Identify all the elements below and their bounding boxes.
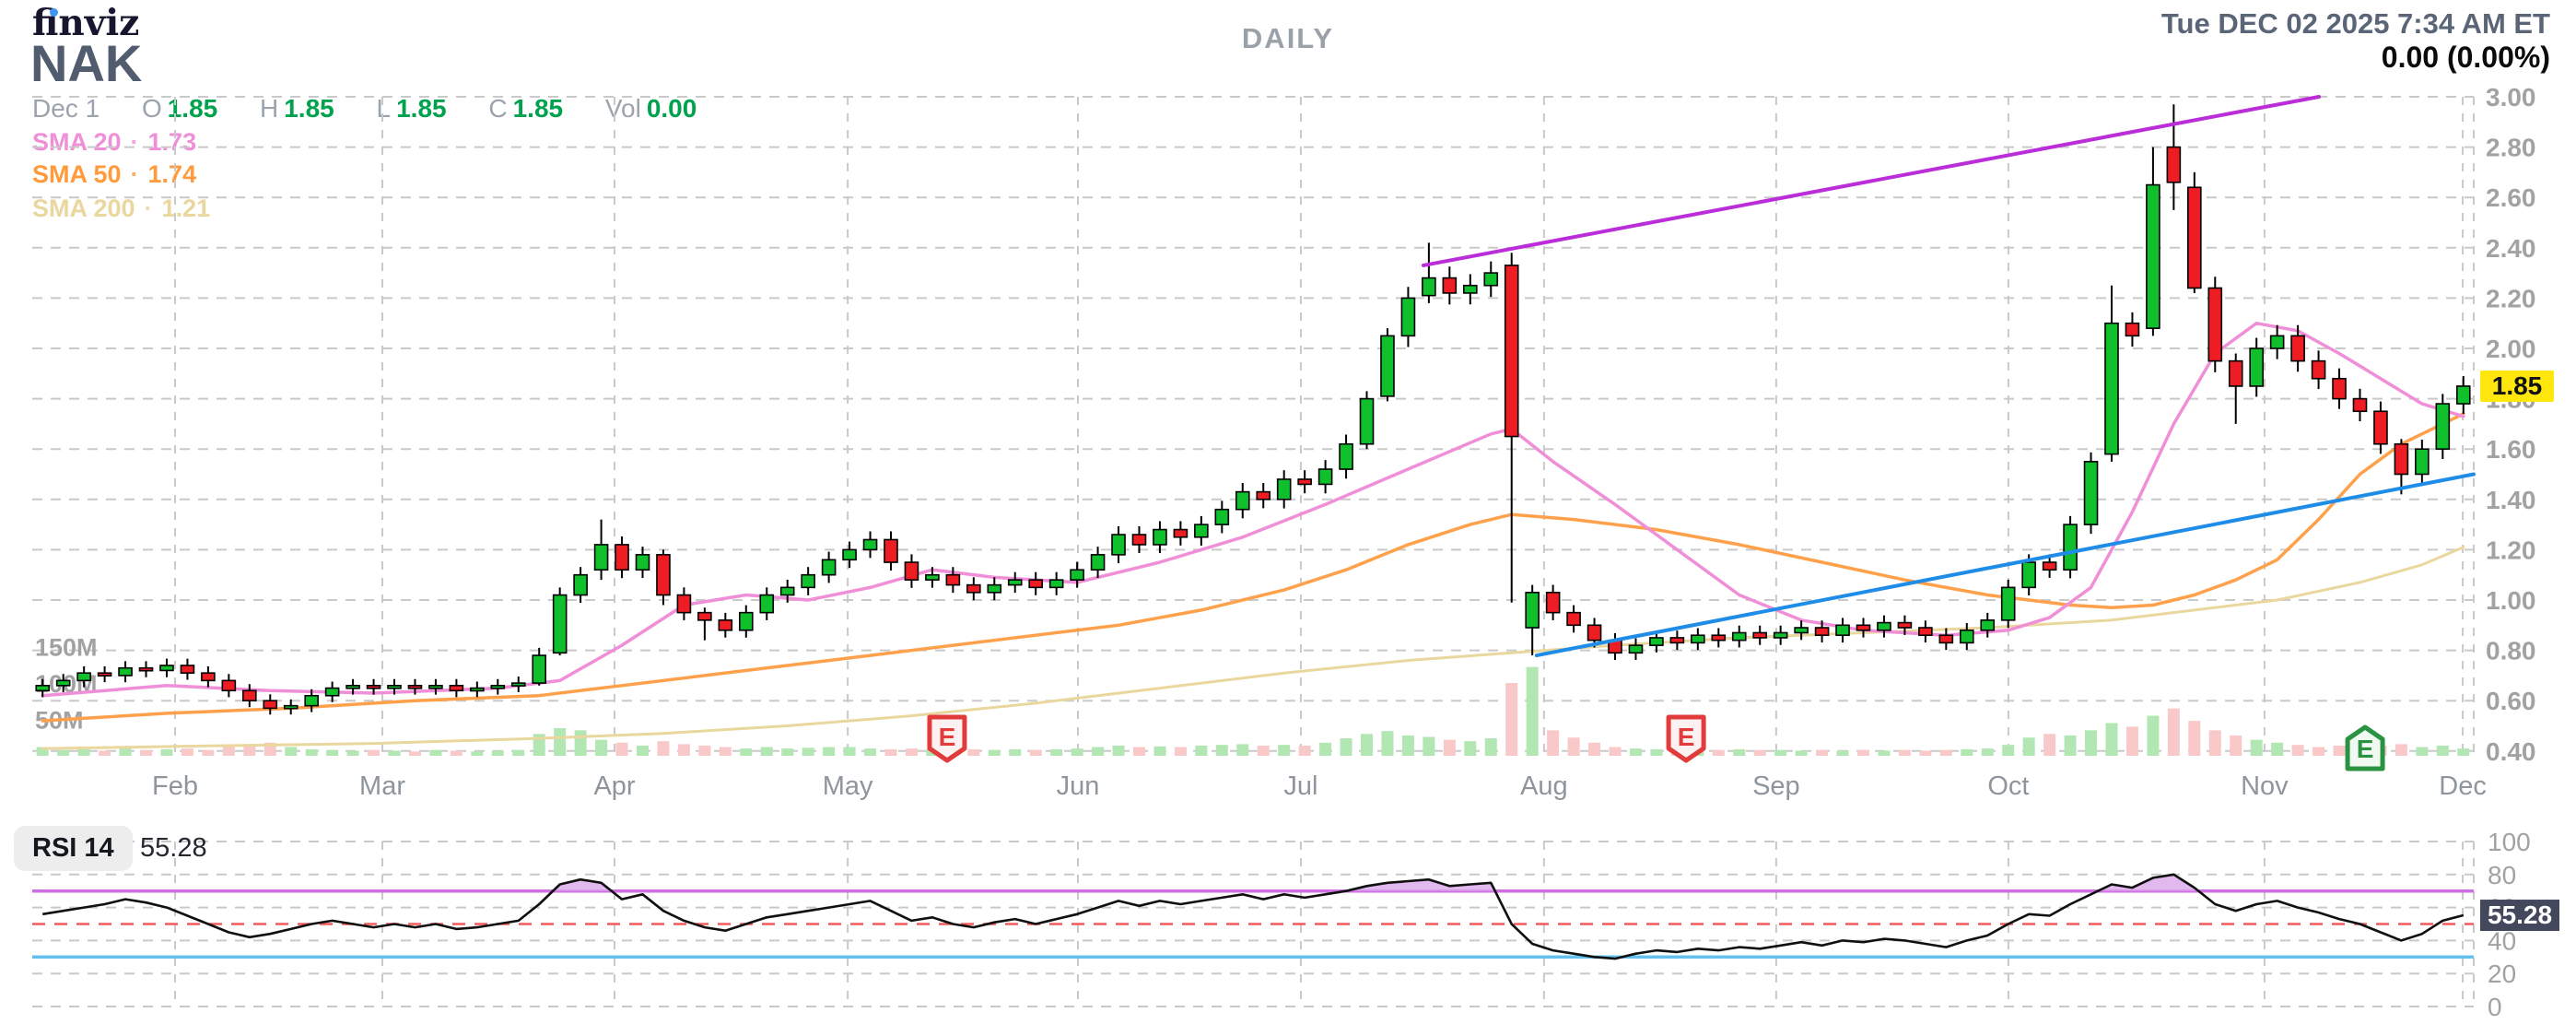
price-tick-label: 1.40	[2486, 486, 2536, 514]
price-tick-label: 2.60	[2486, 183, 2536, 212]
svg-text:55.28: 55.28	[2488, 901, 2552, 929]
rsi-tick-label: 20	[2488, 959, 2516, 988]
sma50-legend[interactable]: SMA 50 · 1.74	[32, 160, 197, 188]
month-tick-label: Jun	[1057, 771, 1100, 801]
month-tick-label: Apr	[593, 771, 635, 801]
ticker-symbol: NAK	[30, 34, 143, 92]
sma-lines	[41, 321, 2465, 750]
timeframe-label: DAILY	[1241, 22, 1335, 54]
month-tick-label: Mar	[359, 771, 405, 801]
price-tick-label: 1.00	[2486, 586, 2536, 615]
axis-labels: 0.400.600.801.001.201.401.601.802.002.20…	[35, 83, 2536, 801]
rsi-tick-label: 80	[2488, 861, 2516, 889]
rsi-current-value: 55.28	[140, 833, 207, 863]
candles	[35, 104, 2471, 715]
rsi-pane: 02040608010055.28	[32, 828, 2559, 1021]
rsi-tick-label: 0	[2488, 993, 2502, 1021]
price-tick-label: 0.60	[2486, 687, 2536, 715]
legend-high: H 1.85	[260, 94, 334, 123]
rsi-indicator-chip[interactable]: RSI 14	[14, 826, 133, 871]
price-tick-label: 3.00	[2486, 83, 2536, 112]
legend-volume: Vol 0.00	[604, 94, 697, 123]
month-tick-label: Feb	[152, 771, 198, 801]
resistance-trendline	[1421, 95, 2321, 267]
rsi-tick-label: 100	[2488, 828, 2531, 856]
price-tick-label: 1.60	[2486, 435, 2536, 464]
logo-blue-dot-icon	[50, 8, 58, 17]
svg-text:1.85: 1.85	[2492, 371, 2543, 400]
volume-tick-label: 150M	[35, 634, 98, 662]
legend-low: L 1.85	[376, 94, 447, 123]
finviz-logo[interactable]: finviz	[32, 2, 139, 44]
rsi-value-badge	[2480, 900, 2559, 932]
month-tick-label: May	[823, 771, 873, 801]
rsi-line	[41, 873, 2465, 960]
price-tick-label: 2.20	[2486, 284, 2536, 312]
rsi-tick-label: 40	[2488, 926, 2516, 955]
last-price-badge	[2480, 370, 2554, 402]
rsi-overbought-fill	[553, 874, 2199, 891]
sma20-legend[interactable]: SMA 20 · 1.73	[32, 128, 197, 156]
month-tick-label: Nov	[2241, 771, 2289, 801]
month-tick-label: Dec	[2439, 771, 2487, 801]
legend-close: C 1.85	[488, 94, 564, 123]
trendlines[interactable]	[1421, 95, 2476, 658]
gridlines	[32, 96, 2475, 1007]
month-tick-label: Sep	[1752, 771, 1800, 801]
earnings-badge-green[interactable]: E	[2345, 724, 2385, 771]
quote-datetime: Tue DEC 02 2025 7:34 AM ET	[2160, 7, 2550, 40]
price-tick-label: 2.00	[2486, 335, 2536, 363]
svg-text:E: E	[2357, 735, 2374, 763]
price-tick-label: 0.80	[2486, 637, 2536, 665]
month-tick-label: Aug	[1520, 771, 1568, 801]
month-tick-label: Jul	[1283, 771, 1317, 801]
price-tick-label: 2.80	[2486, 134, 2536, 162]
price-tick-label: 0.40	[2486, 737, 2536, 766]
svg-text:E: E	[1678, 723, 1695, 751]
month-tick-label: Oct	[1987, 771, 2029, 801]
ohlc-legend: Dec 1 O 1.85 H 1.85 L 1.85 C 1.85 Vol 0.00	[32, 94, 732, 124]
earnings-badge-red[interactable]: E	[927, 714, 967, 763]
svg-text:E: E	[939, 723, 956, 751]
earnings-badge-red[interactable]: E	[1666, 714, 1706, 763]
legend-date: Dec 1	[32, 94, 100, 123]
price-tick-label: 2.40	[2486, 234, 2536, 263]
sma200-legend[interactable]: SMA 200 · 1.21	[32, 194, 211, 222]
price-badges: 1.85	[2480, 370, 2554, 402]
support-trendline	[1534, 472, 2476, 658]
price-tick-label: 1.20	[2486, 536, 2536, 564]
price-change: 0.00 (0.00%)	[2381, 41, 2550, 74]
